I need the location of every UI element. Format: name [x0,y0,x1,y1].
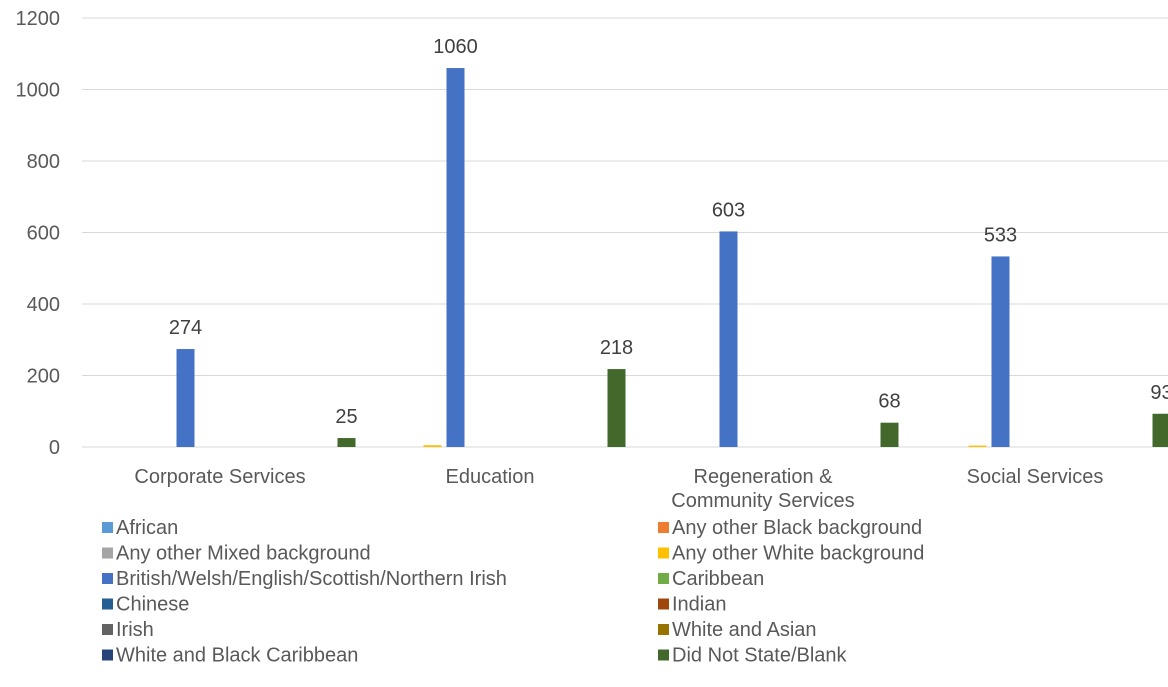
legend-swatch-caribbean [658,573,669,584]
bar-did-not-state-blank-regeneration-community-services [880,422,899,447]
legend-swatch-chinese [102,598,113,610]
y-tick-label: 600 [27,223,60,245]
legend-label: Indian [672,594,727,616]
legend-swatch-any-other-mixed-background [102,547,113,559]
data-label: 1060 [433,36,478,58]
legend: African Any other Black background Any oth… [102,517,924,667]
gridlines [82,17,1168,448]
bar-did-not-state-blank-education [607,369,626,447]
data-label: 603 [712,199,745,221]
data-label: 93 [1150,382,1168,404]
bars [176,68,1168,448]
bar-any-other-white-background-social-services [968,445,987,447]
bar-did-not-state-blank-social-services [1152,413,1168,447]
legend-swatch-african [102,522,113,533]
legend-label: British/Welsh/English/Scottish/Northern … [116,568,507,590]
y-tick-label: 800 [27,151,60,173]
legend-swatch-any-other-black-background [658,522,669,533]
data-label: 533 [984,224,1017,246]
legend-swatch-irish [102,624,113,635]
bar-any-other-white-background-education [423,445,442,447]
data-label: 218 [600,337,633,359]
data-label: 25 [335,406,357,428]
category-label: Corporate Services [134,466,305,488]
category-label: Education [446,466,535,488]
legend-swatch-did-not-state-blank [658,649,669,661]
legend-label: Irish [116,619,154,641]
bar-british-welsh-english-scottish-northern-irish-corporate-services [176,349,195,447]
legend-label: Any other Mixed background [116,543,371,565]
data-labels: 274 1060 603 533 25 218 68 93 [169,36,1168,428]
bar-british-welsh-english-scottish-northern-irish-regeneration-community-services [719,231,738,447]
category-label: Regeneration & [694,466,834,488]
bar-british-welsh-english-scottish-northern-irish-social-services [991,256,1010,447]
bar-british-welsh-english-scottish-northern-irish-education [446,68,465,448]
category-label: Community Services [671,490,854,512]
data-label: 68 [878,391,900,413]
y-tick-label: 1200 [16,8,61,30]
legend-label: Any other White background [672,543,924,565]
legend-label: Did Not State/Blank [672,645,848,667]
legend-swatch-any-other-white-background [658,547,669,559]
x-axis-category-labels: Corporate Services Education Regeneration … [134,466,1103,512]
legend-label: White and Asian [672,619,817,641]
legend-swatch-british-welsh-english-scottish-northern-irish [102,573,113,584]
legend-label: African [116,517,178,539]
legend-swatch-white-and-asian [658,624,669,635]
legend-swatch-indian [658,598,669,610]
y-tick-label: 200 [27,366,60,388]
legend-label: Any other Black background [672,517,922,539]
legend-swatch-white-and-black-caribbean [102,649,113,661]
legend-label: Caribbean [672,568,764,590]
bar-did-not-state-blank-corporate-services [337,438,356,447]
legend-label: White and Black Caribbean [116,645,358,667]
y-tick-label: 400 [27,294,60,316]
legend-label: Chinese [116,594,189,616]
y-tick-label: 0 [49,437,60,459]
category-label: Social Services [967,466,1104,488]
y-tick-label: 1000 [16,80,61,102]
data-label: 274 [169,317,202,339]
y-axis-tick-labels: 0 200 400 600 800 1000 1200 [16,8,61,459]
